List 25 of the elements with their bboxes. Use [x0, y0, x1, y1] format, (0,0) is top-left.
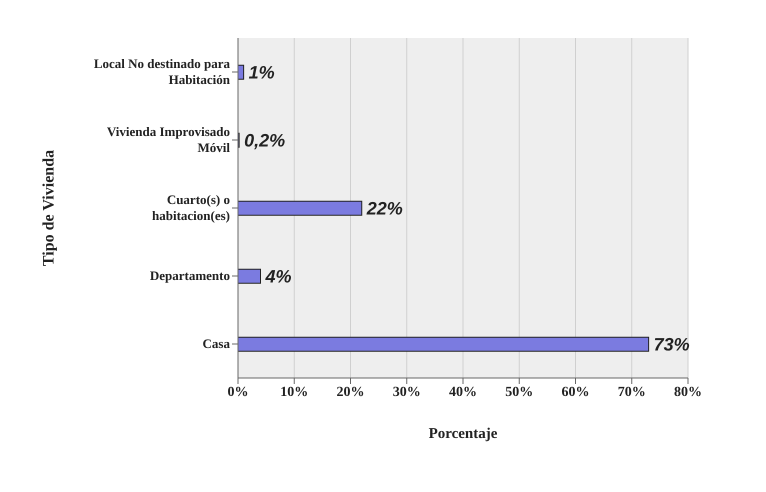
data-label: 1% — [248, 62, 275, 83]
data-label: 0,2% — [244, 130, 286, 151]
bar — [238, 200, 362, 216]
x-tick-label: 10% — [280, 384, 308, 400]
x-tick-label: 60% — [562, 384, 590, 400]
y-axis-title: Tipo de Vivienda — [40, 150, 58, 266]
bar — [238, 268, 261, 284]
x-axis-title: Porcentaje — [428, 426, 498, 442]
data-label: 22% — [366, 198, 403, 219]
data-label: 4% — [264, 266, 292, 287]
bar — [238, 64, 244, 80]
x-tick-label: 0% — [228, 384, 248, 400]
x-tick-label: 30% — [392, 384, 421, 400]
x-tick-label: 20% — [336, 384, 364, 400]
x-tick-label: 50% — [505, 384, 534, 400]
y-tick-label: Local No destinado para Habitación — [94, 56, 231, 87]
data-label: 73% — [654, 334, 690, 355]
bar — [238, 336, 650, 352]
x-tick-label: 80% — [674, 384, 702, 400]
y-tick-label: Vivienda Improvisado Móvil — [106, 124, 230, 155]
y-tick-label: Casa — [202, 336, 230, 351]
x-tick-label: 40% — [449, 384, 477, 400]
x-tick-label: 70% — [618, 384, 646, 400]
y-tick-label: Departamento — [150, 268, 230, 283]
y-tick-label: Cuarto(s) o habitacion(es) — [152, 192, 230, 223]
